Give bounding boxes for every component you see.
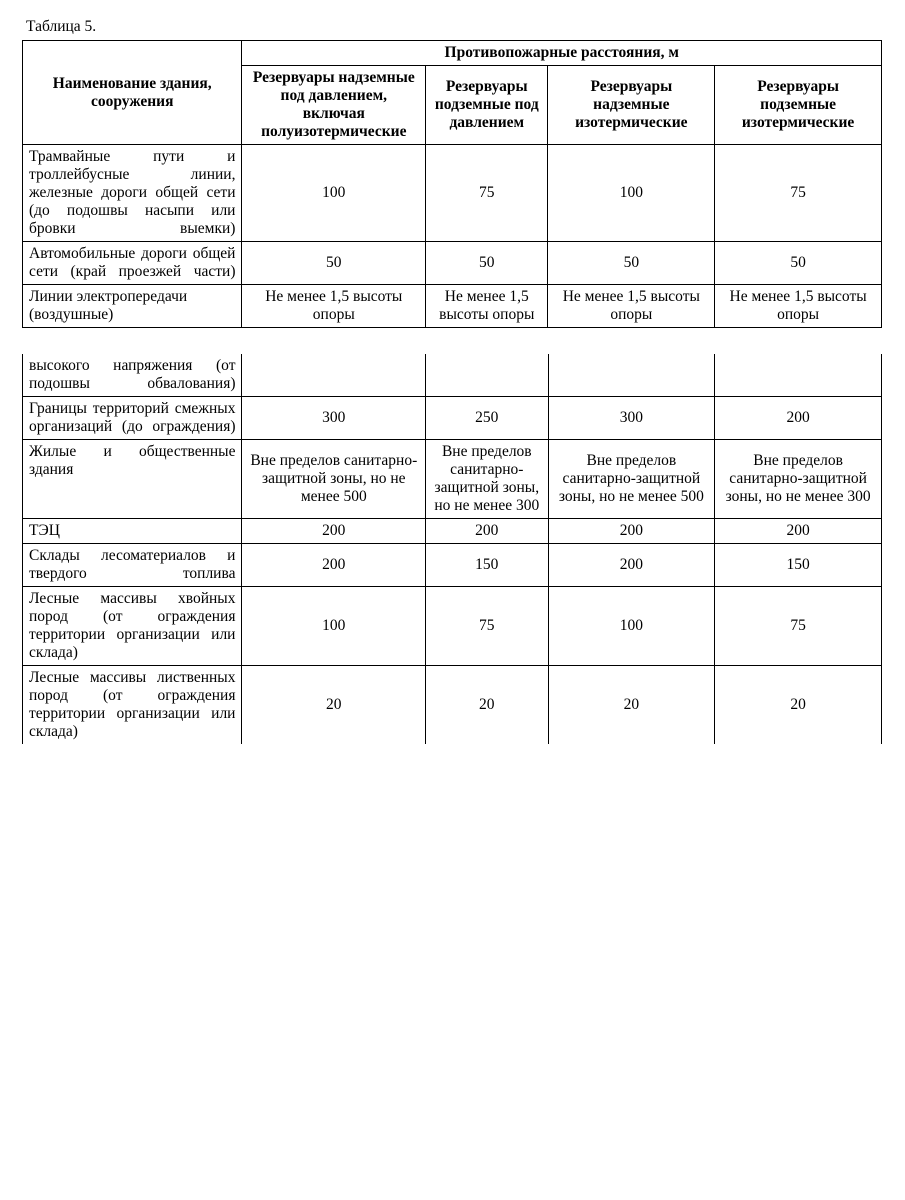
row-name-cell: Лесные массивы лиственных пород (от огра… bbox=[23, 666, 242, 745]
value-cell: 200 bbox=[715, 519, 882, 544]
value-cell: 50 bbox=[548, 242, 715, 285]
fire-distance-table-part2: высокого напряжения (от подошвы обвалова… bbox=[22, 354, 882, 744]
table-row: Лесные массивы лиственных пород (от огра… bbox=[23, 666, 882, 745]
row-name-cell: Линии электропередачи (воздушные) bbox=[23, 285, 242, 328]
value-cell bbox=[548, 354, 715, 397]
value-cell: 20 bbox=[715, 666, 882, 745]
value-cell: 75 bbox=[426, 145, 548, 242]
value-cell: Вне пределов санитарно-защитной зоны, но… bbox=[548, 440, 715, 519]
value-cell bbox=[242, 354, 426, 397]
table-row: Склады лесоматериалов и твердого топлива… bbox=[23, 544, 882, 587]
value-cell bbox=[715, 354, 882, 397]
value-cell: 75 bbox=[715, 145, 882, 242]
fire-distance-table-part1: Наименование здания, сооружения Противоп… bbox=[22, 40, 882, 328]
row-name-cell: Автомобильные дороги общей сети (край пр… bbox=[23, 242, 242, 285]
value-cell: 200 bbox=[548, 519, 715, 544]
row-name-cell: Лесные массивы хвойных пород (от огражде… bbox=[23, 587, 242, 666]
row-name-cell: Трамвайные пути и троллейбусные линии, ж… bbox=[23, 145, 242, 242]
table-row: Автомобильные дороги общей сети (край пр… bbox=[23, 242, 882, 285]
header-col-0: Резервуары надземные под давлением, вклю… bbox=[242, 66, 426, 145]
row-name-cell: Жилые и общественные здания bbox=[23, 440, 242, 519]
value-cell: Вне пределов санитарно-защитной зоны, но… bbox=[242, 440, 426, 519]
row-name-cell: Склады лесоматериалов и твердого топлива bbox=[23, 544, 242, 587]
value-cell: 50 bbox=[426, 242, 548, 285]
value-cell: 100 bbox=[548, 587, 715, 666]
table-row: высокого напряжения (от подошвы обвалова… bbox=[23, 354, 882, 397]
value-cell: Не менее 1,5 высоты опоры bbox=[426, 285, 548, 328]
value-cell: 200 bbox=[426, 519, 548, 544]
row-name-cell: высокого напряжения (от подошвы обвалова… bbox=[23, 354, 242, 397]
value-cell: 20 bbox=[548, 666, 715, 745]
value-cell: 250 bbox=[426, 397, 548, 440]
header-col-1: Резервуары подземные под давлением bbox=[426, 66, 548, 145]
header-row-1: Наименование здания, сооружения Противоп… bbox=[23, 41, 882, 66]
value-cell: Не менее 1,5 высоты опоры bbox=[548, 285, 715, 328]
value-cell: 150 bbox=[715, 544, 882, 587]
table-row: Лесные массивы хвойных пород (от огражде… bbox=[23, 587, 882, 666]
header-col-3: Резервуары подземные изотермические bbox=[715, 66, 882, 145]
header-group: Противопожарные расстояния, м bbox=[242, 41, 882, 66]
value-cell: 20 bbox=[242, 666, 426, 745]
table-row: Трамвайные пути и троллейбусные линии, ж… bbox=[23, 145, 882, 242]
value-cell: 200 bbox=[242, 544, 426, 587]
value-cell: 100 bbox=[548, 145, 715, 242]
value-cell: 100 bbox=[242, 587, 426, 666]
value-cell: 75 bbox=[715, 587, 882, 666]
value-cell: 75 bbox=[426, 587, 548, 666]
value-cell: 50 bbox=[715, 242, 882, 285]
table-row: Линии электропередачи (воздушные)Не мене… bbox=[23, 285, 882, 328]
value-cell: 100 bbox=[242, 145, 426, 242]
value-cell: 200 bbox=[242, 519, 426, 544]
value-cell: 300 bbox=[548, 397, 715, 440]
table-row: Границы территорий смежных организаций (… bbox=[23, 397, 882, 440]
value-cell: 200 bbox=[715, 397, 882, 440]
value-cell: Вне пределов санитарно-защитной зоны, но… bbox=[715, 440, 882, 519]
value-cell: 300 bbox=[242, 397, 426, 440]
table-row: Жилые и общественные зданияВне пределов … bbox=[23, 440, 882, 519]
value-cell: 50 bbox=[242, 242, 426, 285]
table-row: ТЭЦ200200200200 bbox=[23, 519, 882, 544]
value-cell: Вне пределов санитарно-защитной зоны, но… bbox=[426, 440, 548, 519]
row-name-cell: Границы территорий смежных организаций (… bbox=[23, 397, 242, 440]
value-cell: 150 bbox=[426, 544, 548, 587]
value-cell: 20 bbox=[426, 666, 548, 745]
row-name-cell: ТЭЦ bbox=[23, 519, 242, 544]
value-cell bbox=[426, 354, 548, 397]
value-cell: 200 bbox=[548, 544, 715, 587]
value-cell: Не менее 1,5 высоты опоры bbox=[715, 285, 882, 328]
value-cell: Не менее 1,5 высоты опоры bbox=[242, 285, 426, 328]
header-col-2: Резервуары надземные изотермические bbox=[548, 66, 715, 145]
table-caption: Таблица 5. bbox=[26, 18, 883, 36]
header-rowlabel: Наименование здания, сооружения bbox=[23, 41, 242, 145]
